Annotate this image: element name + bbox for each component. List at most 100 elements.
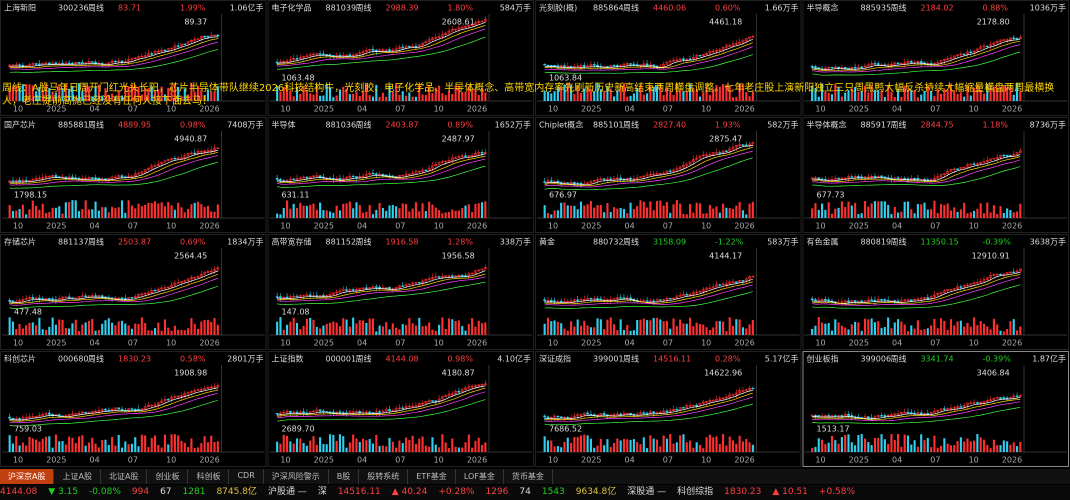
panel-period: 周线: [356, 354, 372, 364]
volume-bar: [857, 213, 860, 218]
tab[interactable]: LOF基金: [456, 469, 504, 484]
status-item: 沪股通 —: [267, 487, 307, 497]
volume-bar: [708, 204, 711, 218]
volume-bar: [883, 327, 886, 335]
candle: [985, 45, 989, 48]
candle: [639, 64, 642, 66]
tab[interactable]: 货币基金: [504, 469, 553, 484]
volume-bar: [982, 439, 986, 452]
panel-price: 11350.15: [921, 238, 959, 247]
candle: [576, 299, 580, 301]
volume-bar: [418, 84, 421, 101]
tab[interactable]: 科创板: [188, 469, 230, 484]
volume-bar: [619, 207, 622, 218]
candle: [312, 175, 315, 177]
tab[interactable]: B股: [329, 469, 360, 484]
volume-bar: [745, 92, 748, 101]
candle: [665, 410, 669, 413]
tab[interactable]: CDR: [229, 469, 264, 484]
moving-average: [277, 21, 486, 64]
volume-bar: [411, 435, 414, 452]
volume-bar: [150, 86, 153, 101]
candle: [44, 176, 48, 178]
tab[interactable]: 沪深风险警示: [264, 469, 329, 484]
candle: [166, 286, 170, 289]
volume-bar: [97, 330, 100, 335]
candle: [1015, 395, 1019, 398]
x-axis-label: 2026: [467, 339, 487, 348]
panel-volume: 1.87亿手: [1032, 354, 1066, 364]
volume-bar: [447, 448, 451, 452]
candle: [64, 176, 68, 179]
moving-average: [812, 51, 1021, 76]
volume-bar: [111, 93, 114, 101]
volume-bar: [328, 211, 332, 218]
panel-code: 881152: [326, 238, 357, 247]
volume-bar: [715, 321, 718, 335]
volume-bar: [873, 437, 876, 452]
candle: [546, 300, 550, 302]
volume-bar: [140, 317, 143, 335]
volume-bar: [609, 88, 612, 101]
panel-border: [535, 234, 802, 350]
volume-bar: [474, 440, 477, 452]
volume-bar: [817, 438, 820, 452]
x-axis-label: 2026: [1002, 222, 1022, 231]
panel-name: 科创芯片: [4, 354, 36, 364]
volume-bar: [117, 207, 120, 218]
volume-bar: [702, 448, 705, 452]
volume-bar: [84, 200, 87, 218]
volume-bar: [606, 439, 609, 452]
volume-bar: [570, 85, 573, 101]
volume-bar: [428, 201, 431, 218]
volume-bar: [35, 205, 38, 218]
volume-bar: [682, 323, 685, 335]
volume-bar: [104, 207, 107, 218]
tab[interactable]: 上证A股: [54, 469, 101, 484]
tab[interactable]: 北证A股: [101, 469, 148, 484]
volume-bar: [279, 443, 282, 452]
high-label: 12910.91: [972, 252, 1010, 261]
volume-bar: [910, 444, 913, 452]
candle: [665, 298, 669, 300]
candle: [67, 296, 71, 299]
status-item: -0.08%: [89, 487, 121, 497]
panel-name: 上海新阳: [4, 3, 36, 13]
tab[interactable]: ETF基金: [408, 469, 456, 484]
status-item: 67: [160, 487, 172, 497]
volume-bar: [160, 86, 163, 101]
candle: [566, 417, 570, 419]
panel-period: 周线: [891, 354, 907, 364]
candle: [282, 296, 286, 299]
x-axis-label: 2026: [199, 339, 219, 348]
candle: [893, 62, 897, 65]
tab[interactable]: 创业板: [147, 469, 189, 484]
volume-bar: [669, 90, 672, 101]
candle: [94, 410, 97, 413]
candle: [672, 59, 675, 62]
volume-bar: [355, 91, 358, 101]
candle: [345, 289, 348, 291]
candle: [672, 297, 675, 300]
volume-bar: [418, 317, 421, 335]
candle: [480, 384, 484, 386]
candle: [883, 176, 887, 178]
candle: [738, 41, 741, 44]
candle: [698, 155, 702, 159]
volume-bar: [391, 204, 394, 218]
volume-bar: [966, 322, 969, 335]
candle: [454, 391, 457, 394]
tab[interactable]: 股转系统: [359, 469, 409, 484]
volume-bar: [203, 436, 206, 452]
volume-bar: [312, 203, 315, 218]
volume-bar: [705, 213, 708, 218]
moving-average: [277, 28, 486, 67]
volume-bar: [725, 84, 728, 101]
status-bar: 4144.08 ▼ 3.15 -0.08% 994 67 1281 8745.8亿 沪股通 —…: [0, 485, 1070, 500]
status-item: 1543: [541, 487, 565, 497]
candle: [24, 298, 28, 300]
tab[interactable]: 沪深京A股: [0, 469, 55, 484]
volume-bar: [276, 85, 279, 101]
candle: [906, 178, 910, 180]
candle: [431, 400, 434, 402]
